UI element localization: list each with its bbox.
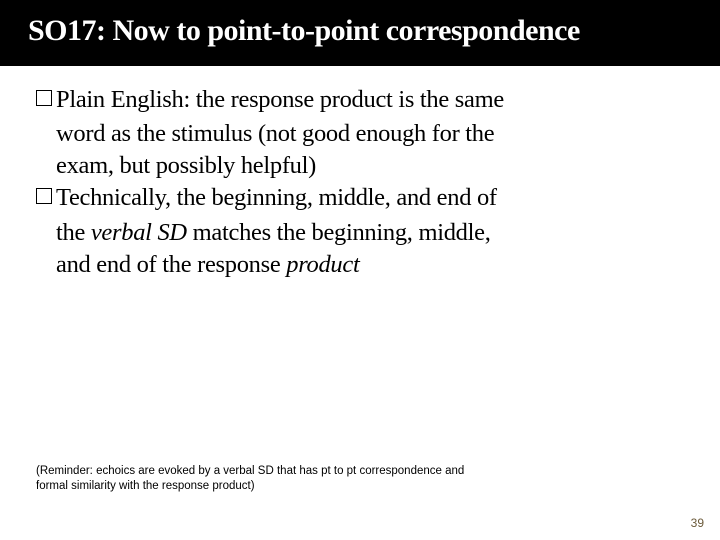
- title-band: SO17: Now to point-to-point corresponden…: [0, 0, 720, 66]
- reminder-note: (Reminder: echoics are evoked by a verba…: [36, 464, 496, 494]
- bullet-text: Plain English: the response product is t…: [56, 84, 504, 116]
- content-area: Plain English: the response product is t…: [0, 66, 720, 282]
- bullet-continuation: exam, but possibly helpful): [36, 150, 684, 182]
- bullet-text: Technically, the beginning, middle, and …: [56, 182, 497, 214]
- bullet-continuation: and end of the response product: [36, 249, 684, 281]
- slide-title: SO17: Now to point-to-point corresponden…: [28, 12, 692, 50]
- bullet-continuation: the verbal SD matches the beginning, mid…: [36, 217, 684, 249]
- bullet-item: Plain English: the response product is t…: [36, 84, 684, 116]
- square-bullet-icon: [36, 188, 52, 204]
- square-bullet-icon: [36, 90, 52, 106]
- bullet-continuation: word as the stimulus (not good enough fo…: [36, 118, 684, 150]
- page-number: 39: [691, 516, 704, 530]
- bullet-item: Technically, the beginning, middle, and …: [36, 182, 684, 214]
